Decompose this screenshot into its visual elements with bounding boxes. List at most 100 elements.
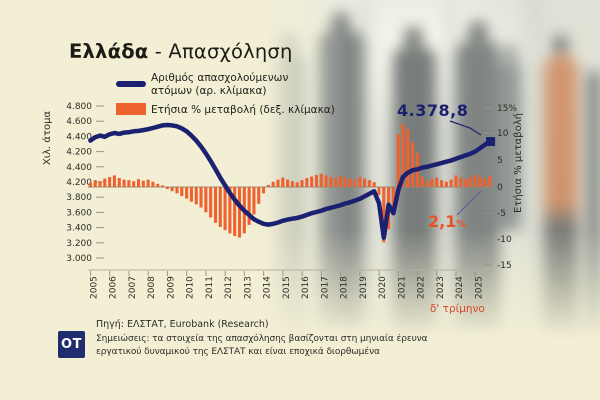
x-axis-year-label: 2010	[186, 276, 196, 299]
x-axis-year-label: 2023	[436, 276, 446, 299]
bar	[88, 182, 92, 187]
bar	[391, 187, 395, 211]
percent-sign: %	[456, 219, 467, 230]
bar	[117, 178, 121, 187]
x-axis-year-label: 2012	[224, 276, 234, 299]
x-axis-year-label: 2007	[128, 276, 138, 299]
bar	[353, 179, 357, 187]
bar	[180, 187, 184, 196]
bar	[194, 187, 198, 205]
left-axis-label: 3.200	[66, 239, 92, 249]
x-axis-year-label: 2015	[282, 276, 292, 299]
person-silhouette	[501, 60, 521, 230]
bar	[165, 187, 169, 190]
bar	[237, 187, 242, 238]
bar	[290, 181, 294, 187]
left-axis-label: 4.400	[66, 163, 92, 173]
bar	[136, 179, 141, 187]
bar	[483, 178, 487, 187]
bar	[127, 180, 131, 187]
right-axis-title: Ετήσια % μεταβολή	[513, 113, 524, 213]
right-axis-label: 5	[497, 156, 503, 166]
bar	[218, 187, 222, 228]
x-axis-year-label: 2021	[397, 276, 407, 299]
bar	[420, 176, 424, 187]
left-axis-label: 3.000	[66, 254, 92, 264]
bar	[454, 175, 458, 187]
bar	[488, 175, 492, 187]
right-axis-label: -5	[497, 209, 506, 219]
last-change-value: 2,1%	[428, 212, 467, 231]
bar	[343, 177, 347, 187]
left-axis-label: 3.600	[66, 208, 92, 218]
x-axis-year-label: 2017	[320, 276, 330, 299]
bar	[468, 176, 472, 187]
bar	[276, 179, 280, 187]
bar	[204, 187, 208, 213]
bar	[334, 178, 338, 187]
bar	[170, 187, 174, 192]
bar	[185, 187, 189, 199]
x-axis-year-label: 2006	[109, 276, 119, 299]
x-axis-year-label: 2025	[474, 276, 484, 299]
bar	[435, 177, 439, 187]
bar	[382, 187, 386, 243]
bar	[348, 178, 352, 187]
right-axis-label: -15	[497, 261, 512, 271]
bar	[141, 180, 145, 187]
legend-line-label: Αριθμός απασχολούμενων ατόμων (αρ. κλίμα…	[151, 72, 289, 98]
x-axis-year-label: 2020	[378, 276, 388, 299]
bar	[156, 183, 160, 187]
x-axis-year-label: 2019	[359, 276, 369, 299]
x-axis-year-label: 2013	[243, 276, 253, 299]
bar	[252, 187, 256, 215]
bar	[300, 180, 304, 187]
bar	[319, 173, 323, 187]
callout-line-change	[456, 190, 482, 216]
bar	[310, 176, 314, 187]
bar	[122, 179, 126, 187]
notes-line: Σημειώσεις: τα στοιχεία της απασχόλησης …	[96, 334, 428, 357]
bar	[199, 187, 203, 208]
left-axis-title: Χιλ. άτομα	[42, 110, 53, 166]
page-title: Ελλάδα - Απασχόληση	[69, 40, 293, 63]
bar	[160, 185, 165, 187]
quarter-note: δ' τρίμηνο	[430, 303, 485, 315]
bar	[103, 178, 107, 187]
bar	[473, 174, 477, 187]
bar	[189, 187, 193, 202]
title-country: Ελλάδα	[69, 40, 149, 63]
person-head	[404, 27, 423, 46]
x-axis-year-label: 2011	[205, 276, 215, 299]
window-frame-stripe	[360, 0, 369, 350]
title-topic: - Απασχόληση	[148, 40, 293, 63]
x-axis-year-label: 2018	[340, 276, 350, 299]
legend-bar-swatch	[116, 103, 146, 115]
photo-fade-bottom	[256, 230, 600, 350]
x-axis-year-label: 2014	[263, 276, 273, 299]
source-line: Πηγή: ΕΛΣΤΑΤ, Eurobank (Research)	[96, 319, 269, 330]
bar	[449, 179, 453, 187]
bar	[175, 187, 179, 194]
left-axis-label: 3.800	[66, 193, 92, 203]
bar	[425, 180, 429, 187]
last-employment-value: 4.378,8	[397, 101, 469, 120]
right-axis-label: 0	[497, 183, 503, 193]
bar	[98, 181, 102, 187]
left-axis-label: 4.200	[66, 178, 92, 188]
person-head	[552, 36, 569, 53]
bar	[411, 142, 415, 187]
x-axis-year-label: 2009	[166, 276, 176, 299]
bar	[324, 175, 328, 187]
left-axis-label: 4.200	[66, 148, 92, 158]
bar	[459, 177, 463, 187]
bar	[132, 181, 136, 187]
bar	[305, 178, 309, 187]
bar	[209, 187, 213, 218]
bar	[233, 187, 237, 236]
bar	[463, 179, 468, 187]
ot-logo: OT	[58, 331, 85, 358]
bar	[247, 187, 251, 225]
x-axis-year-label: 2022	[417, 276, 427, 299]
